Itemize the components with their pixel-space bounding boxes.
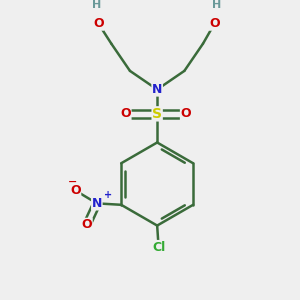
Text: O: O	[70, 184, 81, 197]
Text: O: O	[209, 17, 220, 30]
Text: O: O	[93, 17, 104, 30]
Text: Cl: Cl	[152, 241, 165, 254]
Text: +: +	[104, 190, 112, 200]
Text: H: H	[92, 0, 101, 10]
Text: O: O	[181, 107, 191, 120]
Text: O: O	[120, 107, 131, 120]
Text: O: O	[82, 218, 92, 231]
Text: N: N	[92, 197, 102, 210]
Text: S: S	[152, 107, 162, 121]
Text: −: −	[68, 177, 78, 187]
Text: H: H	[212, 0, 221, 10]
Text: N: N	[152, 83, 162, 96]
